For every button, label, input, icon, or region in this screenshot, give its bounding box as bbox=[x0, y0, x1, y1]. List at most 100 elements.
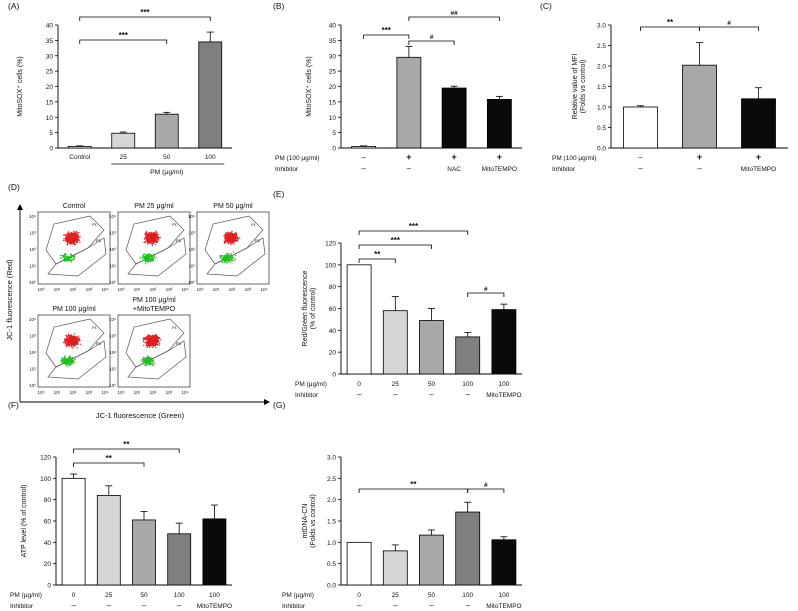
row-value: MitoTEMPO bbox=[486, 603, 521, 610]
y-axis-title-2: (% of control) bbox=[310, 288, 317, 330]
facs-dot-green bbox=[234, 254, 237, 257]
row-value: 25 bbox=[392, 381, 400, 388]
y-tick-label: 80 bbox=[329, 284, 337, 291]
y-tick-label: 1.0 bbox=[597, 105, 606, 112]
facs-x-tick: 10³ bbox=[86, 390, 93, 395]
facs-dot-green bbox=[146, 360, 148, 362]
facs-dot-red bbox=[78, 237, 80, 239]
row-value: 100 bbox=[209, 592, 220, 599]
facs-dot-green bbox=[60, 254, 62, 256]
facs-dot-green bbox=[70, 261, 72, 263]
facs-dot-green bbox=[147, 261, 149, 263]
gate-label: P1 bbox=[92, 222, 98, 227]
y-tick-label: 30 bbox=[46, 53, 54, 60]
facs-dot-green bbox=[148, 257, 151, 259]
bar bbox=[154, 113, 179, 149]
y-tick-label: 3.0 bbox=[597, 23, 606, 30]
facs-y-tick: 10⁰ bbox=[109, 280, 116, 285]
facs-dot-red bbox=[237, 239, 239, 241]
row-value: + bbox=[756, 152, 761, 162]
facs-dot-red bbox=[230, 238, 232, 240]
facs-y-tick: 10³ bbox=[29, 334, 36, 339]
bar bbox=[96, 494, 121, 586]
facs-dot-red bbox=[223, 240, 225, 242]
facs-y-tick: 10¹ bbox=[188, 264, 195, 269]
facs-dot-red bbox=[155, 232, 158, 234]
facs-dot-green bbox=[220, 257, 222, 259]
facs-dot-red bbox=[150, 241, 152, 243]
y-tick-label: 3.0 bbox=[327, 455, 336, 462]
facs-dot-red bbox=[225, 233, 227, 235]
facs-dot-red bbox=[66, 240, 68, 242]
facs-dot-green bbox=[146, 361, 148, 364]
subplot-title: PM 25 μg/ml bbox=[134, 203, 174, 210]
facs-dot-red bbox=[76, 236, 78, 239]
gate-p2 bbox=[127, 237, 187, 277]
bar bbox=[61, 477, 86, 586]
facs-dot-red bbox=[227, 240, 229, 243]
facs-dot-red bbox=[76, 238, 78, 240]
facs-dot-green bbox=[70, 361, 73, 363]
bar bbox=[419, 320, 444, 375]
facs-dot-red bbox=[145, 237, 147, 240]
facs-x-tick: 10³ bbox=[166, 390, 173, 395]
significance-label: ** bbox=[123, 440, 130, 449]
row-dash: – bbox=[638, 164, 643, 173]
facs-dot-red bbox=[67, 336, 69, 338]
facs-dot-red bbox=[147, 239, 150, 241]
facs-dot-green bbox=[73, 258, 76, 260]
facs-dot-green bbox=[69, 355, 72, 357]
facs-x-tick: 10⁴ bbox=[181, 287, 188, 292]
facs-dot-red bbox=[67, 233, 69, 236]
facs-dot-green bbox=[226, 261, 228, 264]
facs-dot-green bbox=[221, 255, 223, 257]
facs-dot-red bbox=[67, 334, 70, 336]
facs-dot-green bbox=[60, 360, 62, 362]
facs-dot-red bbox=[75, 232, 77, 234]
facs-dot-green bbox=[61, 358, 63, 360]
row-value: 50 bbox=[140, 592, 148, 599]
facs-dot-green bbox=[152, 360, 154, 363]
y-axis-title: ATP level (% of control) bbox=[21, 485, 28, 558]
x-tick-label: 50 bbox=[163, 154, 171, 161]
facs-dot-red bbox=[77, 336, 79, 339]
facs-dot-red bbox=[71, 237, 74, 240]
gate-label: P1 bbox=[172, 222, 178, 227]
facs-dot-red bbox=[233, 233, 236, 235]
facs-dot-green bbox=[139, 256, 141, 259]
row-value: MitoTEMPO bbox=[482, 166, 517, 173]
bar bbox=[132, 519, 156, 586]
facs-dot-green bbox=[147, 253, 150, 255]
facs-dot-red bbox=[63, 338, 66, 340]
row-dash: – bbox=[177, 601, 182, 610]
facs-x-tick: 10² bbox=[70, 287, 77, 292]
panel-label: (C) bbox=[540, 1, 552, 11]
facs-dot-red bbox=[149, 232, 152, 235]
row-value: 0 bbox=[357, 592, 361, 599]
facs-dot-green bbox=[60, 257, 62, 259]
facs-x-tick: 10⁰ bbox=[38, 390, 45, 395]
facs-dot-red bbox=[74, 233, 76, 235]
facs-dot-green bbox=[142, 260, 144, 262]
facs-dot-red bbox=[68, 235, 71, 237]
facs-dot-red bbox=[78, 337, 80, 340]
row-value: 100 bbox=[498, 381, 509, 388]
bar bbox=[455, 336, 481, 375]
x-axis-title: PM (μg/ml) bbox=[150, 169, 183, 176]
panel-label: (G) bbox=[273, 400, 285, 410]
y-tick-label: 20 bbox=[329, 350, 337, 357]
facs-dot-red bbox=[75, 235, 77, 238]
gate-label: P2 bbox=[96, 238, 102, 243]
gate-label: P1 bbox=[92, 325, 98, 330]
facs-dot-green bbox=[144, 253, 146, 255]
facs-y-tick: 10¹ bbox=[109, 367, 116, 372]
y-tick-label: 0 bbox=[332, 146, 336, 153]
facs-dot-green bbox=[63, 258, 65, 260]
facs-dot-green bbox=[152, 257, 154, 259]
facs-dot-green bbox=[151, 256, 153, 258]
facs-dot-red bbox=[156, 239, 158, 242]
facs-dot-green bbox=[226, 260, 228, 262]
facs-y-tick: 10² bbox=[109, 247, 116, 252]
significance-bracket bbox=[358, 258, 396, 263]
